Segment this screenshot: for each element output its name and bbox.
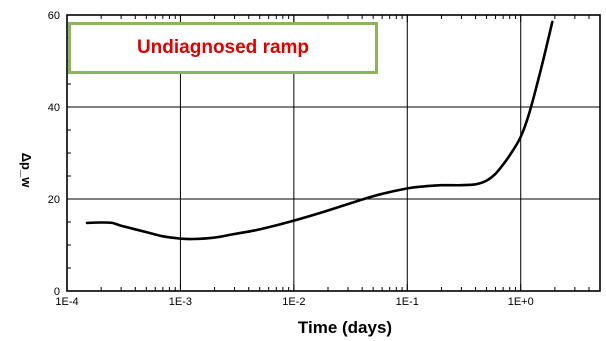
y-tick-label: 40 <box>48 102 60 114</box>
y-axis: 0 20 40 60 <box>48 10 74 298</box>
y-tick-label: 0 <box>54 286 60 298</box>
x-tick-label: 1E-3 <box>169 296 192 308</box>
x-tick-label: 1E-1 <box>396 296 419 308</box>
x-tick-label: 1E-2 <box>282 296 305 308</box>
y-tick-label: 60 <box>48 10 60 22</box>
x-tick-label: 1E-4 <box>55 296 78 308</box>
annotation-box: Undiagnosed ramp <box>68 22 378 74</box>
annotation-text: Undiagnosed ramp <box>136 37 310 58</box>
y-tick-label: 20 <box>48 194 60 206</box>
x-tick-label: 1E+0 <box>508 296 534 308</box>
x-axis: 1E-4 1E-3 1E-2 1E-1 1E+0 <box>55 15 601 308</box>
y-axis-label: Δp_w <box>19 153 34 189</box>
x-axis-label: Time (days) <box>298 318 392 337</box>
series-line <box>85 20 554 241</box>
